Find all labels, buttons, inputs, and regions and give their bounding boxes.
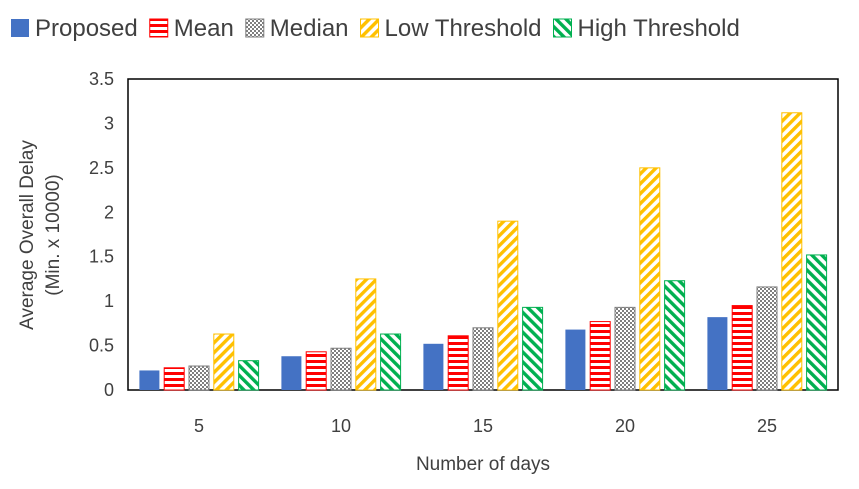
legend-swatch	[360, 18, 380, 38]
legend-label: Median	[270, 15, 349, 42]
bar-mean-5	[163, 367, 185, 391]
x-tick-label: 15	[473, 416, 493, 436]
legend-label: Mean	[174, 15, 234, 42]
legend-item-proposed: Proposed	[11, 15, 138, 42]
y-axis-title: Average Overall Delay (Min. x 10000)	[17, 140, 64, 330]
y-tick-label: 3	[104, 113, 114, 133]
legend-item-low-threshold: Low Threshold	[360, 15, 542, 42]
bar-proposed-20	[565, 329, 586, 390]
bar-median-5	[188, 365, 210, 391]
x-tick-label: 20	[615, 416, 635, 436]
bar-proposed-25	[707, 317, 728, 390]
legend-swatch	[11, 19, 29, 37]
y-tick-label: 2	[104, 202, 114, 222]
x-axis-title: Number of days	[416, 454, 550, 475]
bar-median-20	[614, 306, 636, 391]
x-tick-label: 5	[194, 416, 204, 436]
legend-swatch	[149, 18, 169, 38]
bar-high-threshold-5	[238, 360, 260, 391]
legend-swatch	[245, 18, 265, 38]
bar-high-threshold-25	[806, 254, 828, 391]
y-tick-label: 1.5	[89, 247, 114, 267]
bar-high-threshold-20	[664, 280, 686, 391]
bar-high-threshold-10	[380, 333, 402, 391]
y-tick-label: 0	[104, 380, 114, 400]
y-tick-label: 0.5	[89, 336, 114, 356]
legend-label: High Threshold	[578, 15, 740, 42]
legend: Proposed Mean Median Low Threshold High Thre…	[11, 15, 740, 42]
bar-high-threshold-15	[522, 306, 544, 391]
bar-proposed-10	[281, 356, 302, 390]
bar-low-threshold-5	[213, 333, 235, 391]
legend-item-high-threshold: High Threshold	[553, 15, 740, 42]
bar-mean-20	[589, 321, 611, 391]
bar-low-threshold-15	[497, 220, 519, 391]
x-tick-label: 25	[757, 416, 777, 436]
plot-area: 0 0.5 1 1.5 2 2.5 3 3.5 5 10 15 20 25	[89, 69, 839, 436]
y-tick-label: 2.5	[89, 158, 114, 178]
bar-median-25	[756, 286, 778, 391]
bar-mean-10	[305, 351, 327, 391]
x-axis-title-text: Number of days	[416, 454, 550, 475]
legend-item-mean: Mean	[149, 15, 234, 42]
bar-mean-15	[447, 335, 469, 391]
legend-label: Low Threshold	[385, 15, 542, 42]
bar-proposed-5	[139, 370, 160, 390]
y-tick-label: 3.5	[89, 69, 114, 89]
bar-low-threshold-10	[355, 278, 377, 391]
y-axis-title-line: Average Overall Delay	[17, 140, 38, 330]
bar-low-threshold-25	[781, 112, 803, 391]
bar-median-15	[472, 327, 494, 391]
y-axis-title-line: (Min. x 10000)	[43, 174, 64, 295]
bar-low-threshold-20	[639, 167, 661, 391]
legend-swatch	[553, 18, 572, 38]
y-tick-label: 1	[104, 291, 114, 311]
x-tick-label: 10	[331, 416, 351, 436]
bar-proposed-15	[423, 343, 444, 390]
bar-mean-25	[731, 305, 753, 391]
legend-item-median: Median	[245, 15, 349, 42]
bar-median-10	[330, 347, 352, 391]
legend-label: Proposed	[35, 15, 138, 42]
